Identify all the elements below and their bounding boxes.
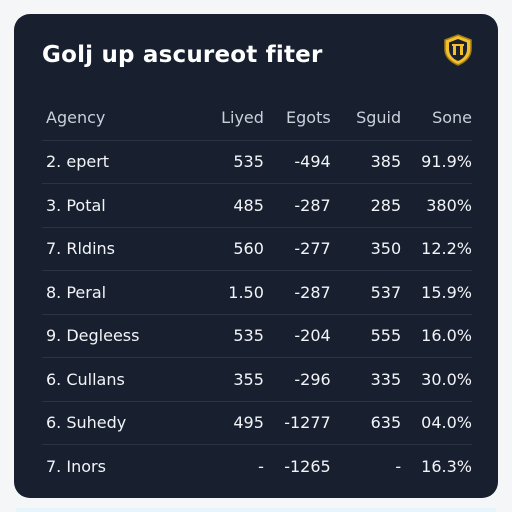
table-row[interactable]: 3. Potal 485 -287 285 380% [42,183,472,228]
cell-egots: -277 [263,227,331,271]
cell-sguid: - [395,457,402,476]
cell-sguid: 350 [330,227,402,271]
cell-liyed: 485 [187,183,264,228]
cell-agency: 2. epert [42,140,188,184]
cell-egots: -1265 [284,457,331,476]
column-header-sone[interactable]: Sone [401,96,472,141]
cell-sone: 12.2% [401,227,472,271]
cell-agency: 3. Potal [42,183,188,228]
cell-sone: 30.0% [401,357,472,402]
leaderboard-card: Golj up ascureot fiter Agency Liyed Egot… [14,14,498,498]
cell-egots: -494 [263,140,331,184]
table-row[interactable]: 9. Degleess 535 -204 555 16.0% [42,314,472,358]
cell-liyed: - [258,457,264,476]
cell-egots: -287 [263,183,331,228]
cell-sguid: 635 [330,401,402,445]
table-row[interactable]: 6. Cullans 355 -296 335 30.0% [42,357,472,402]
cell-liyed: 1.50 [187,270,264,315]
cell-agency: 7. Rldins [42,227,188,271]
cell-sguid: 285 [330,183,402,228]
column-header-agency[interactable]: Agency [42,96,188,141]
table-row[interactable]: 7. Inors - -1265 - 16.3% [42,445,472,489]
table-row[interactable]: 7. Rldins 560 -277 350 12.2% [42,227,472,271]
cell-egots: -1277 [263,401,331,445]
table-row[interactable]: 8. Peral 1.50 -287 537 15.9% [42,270,472,315]
column-header-liyed[interactable]: Liyed [187,96,264,141]
cell-sguid: 555 [330,314,402,358]
cell-sone: 91.9% [401,140,472,184]
page-title: Golj up ascureot fiter [42,42,323,68]
column-header-sguid[interactable]: Sguid [330,96,402,141]
cell-agency: 6. Suhedy [42,401,188,445]
cell-liyed: 355 [187,357,264,402]
cell-sguid: 385 [330,140,402,184]
cell-egots: -296 [263,357,331,402]
cell-agency: 7. Inors [46,457,106,476]
column-header-egots[interactable]: Egots [263,96,331,141]
cell-sguid: 335 [330,357,402,402]
cell-sguid: 537 [330,270,402,315]
cell-liyed: 535 [187,140,264,184]
cell-egots: -287 [263,270,331,315]
cell-egots: -204 [263,314,331,358]
cell-sone: 04.0% [401,401,472,445]
table-header-row: Agency Liyed Egots Sguid Sone [42,96,472,141]
bottom-divider [16,508,496,512]
cell-liyed: 495 [187,401,264,445]
table-row[interactable]: 6. Suhedy 495 -1277 635 04.0% [42,401,472,445]
cell-agency: 8. Peral [42,270,188,315]
cell-sone: 380% [401,183,472,228]
cell-liyed: 560 [187,227,264,271]
cell-agency: 9. Degleess [42,314,188,358]
table-row[interactable]: 2. epert 535 -494 385 91.9% [42,140,472,184]
cell-sone: 16.3% [421,457,472,476]
shield-badge-icon [444,34,472,66]
cell-liyed: 535 [187,314,264,358]
leaderboard-table: Agency Liyed Egots Sguid Sone 2. epert 5… [42,96,472,488]
cell-sone: 15.9% [401,270,472,315]
cell-sone: 16.0% [401,314,472,358]
cell-agency: 6. Cullans [42,357,188,402]
